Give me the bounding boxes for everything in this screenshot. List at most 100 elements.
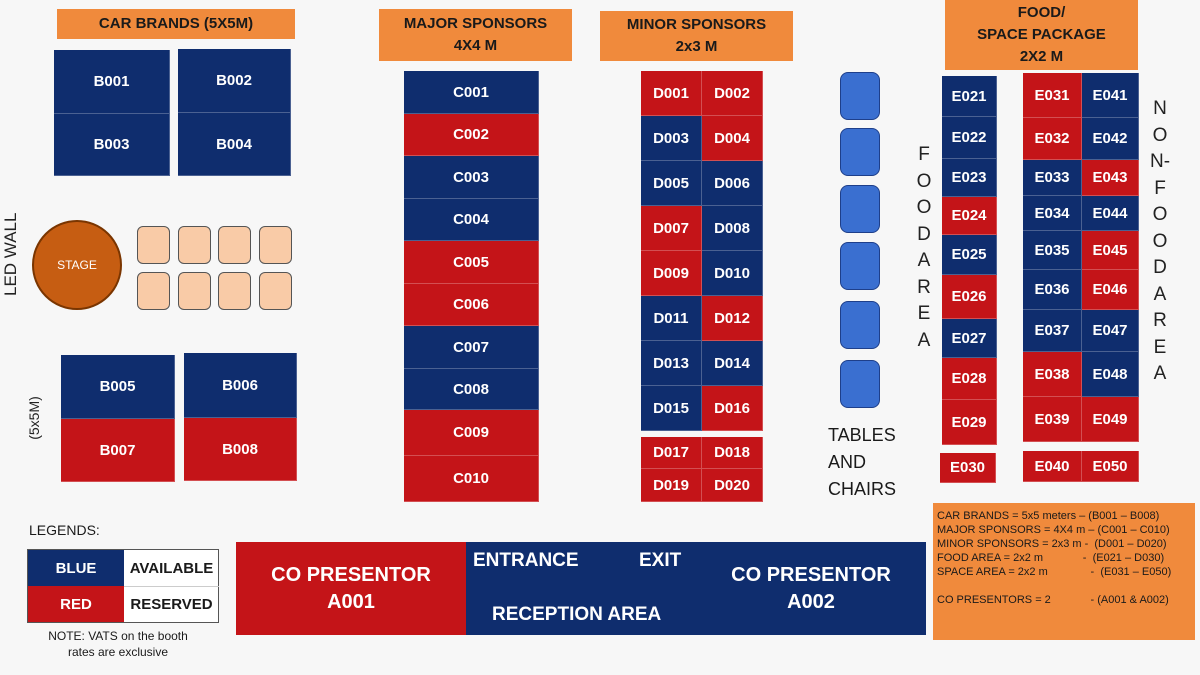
legend-blue-swatch: BLUE: [28, 550, 124, 586]
booth-e026[interactable]: E026: [942, 275, 997, 319]
booth-e037[interactable]: E037: [1023, 310, 1082, 352]
booth-d010[interactable]: D010: [702, 251, 763, 296]
booth-e034[interactable]: E034: [1023, 196, 1082, 231]
booth-c010[interactable]: C010: [404, 456, 539, 502]
food-area-label-text: FOOD AREA: [916, 144, 932, 351]
booth-e025[interactable]: E025: [942, 235, 997, 275]
booth-e023[interactable]: E023: [942, 159, 997, 197]
booth-d019[interactable]: D019: [641, 469, 702, 502]
booth-e032[interactable]: E032: [1023, 118, 1082, 160]
entrance-label: ENTRANCE: [473, 550, 579, 571]
major-sponsors-header-line2: 4X4 M: [453, 37, 498, 54]
co-presentor-a001-line1: CO PRESENTOR: [271, 563, 431, 586]
co-presentor-a001[interactable]: CO PRESENTOR A001: [236, 542, 466, 635]
seat: [178, 226, 211, 264]
booth-d002[interactable]: D002: [702, 71, 763, 116]
booth-d012[interactable]: D012: [702, 296, 763, 341]
booth-e042[interactable]: E042: [1082, 118, 1139, 160]
legend-title: LEGENDS:: [29, 522, 100, 538]
booth-c006[interactable]: C006: [404, 284, 539, 326]
booth-d016[interactable]: D016: [702, 386, 763, 431]
reception-label: RECEPTION AREA: [492, 604, 662, 625]
seat: [259, 272, 292, 310]
booth-e031[interactable]: E031: [1023, 73, 1082, 118]
booth-e030[interactable]: E030: [940, 453, 996, 483]
booth-b002[interactable]: B002: [178, 49, 291, 113]
note-line: MINOR SPONSORS = 2x3 m - (D001 – D020): [937, 538, 1167, 550]
booth-d020[interactable]: D020: [702, 469, 763, 502]
booth-e048[interactable]: E048: [1082, 352, 1139, 397]
booth-e028[interactable]: E028: [942, 358, 997, 400]
booth-e039[interactable]: E039: [1023, 397, 1082, 442]
booth-e021[interactable]: E021: [942, 76, 997, 117]
booth-d017[interactable]: D017: [641, 437, 702, 469]
legend-table: BLUE AVAILABLE RED RESERVED: [27, 549, 219, 623]
tables-label-line2: AND: [828, 452, 867, 472]
booth-e033[interactable]: E033: [1023, 160, 1082, 196]
food-space-header-line1: FOOD/: [1017, 4, 1066, 21]
booth-d008[interactable]: D008: [702, 206, 763, 251]
major-sponsors-header: MAJOR SPONSORS 4X4 M: [379, 9, 572, 61]
booth-c002[interactable]: C002: [404, 114, 539, 156]
minor-sponsors-block: D001 D002 D003 D004 D005 D006 D007 D008 …: [641, 71, 763, 431]
booth-d011[interactable]: D011: [641, 296, 702, 341]
booth-e040[interactable]: E040: [1023, 451, 1082, 482]
booth-c009[interactable]: C009: [404, 410, 539, 456]
booth-c005[interactable]: C005: [404, 241, 539, 284]
booth-e050[interactable]: E050: [1082, 451, 1139, 482]
major-sponsors-column: C001 C002 C003 C004 C005 C006 C007 C008 …: [404, 71, 539, 502]
booth-d005[interactable]: D005: [641, 161, 702, 206]
booth-b003[interactable]: B003: [54, 114, 170, 176]
minor-sponsors-header-line2: 2x3 M: [675, 38, 718, 55]
booth-c003[interactable]: C003: [404, 156, 539, 199]
booth-d015[interactable]: D015: [641, 386, 702, 431]
seat: [137, 272, 170, 310]
co-presentor-a002[interactable]: CO PRESENTOR A002: [696, 542, 926, 635]
booth-e027[interactable]: E027: [942, 319, 997, 358]
booth-c008[interactable]: C008: [404, 369, 539, 410]
booth-d007[interactable]: D007: [641, 206, 702, 251]
booth-e038[interactable]: E038: [1023, 352, 1082, 397]
booth-b007[interactable]: B007: [61, 419, 175, 482]
booth-b005[interactable]: B005: [61, 355, 175, 419]
booth-b001[interactable]: B001: [54, 50, 170, 114]
booth-e022[interactable]: E022: [942, 117, 997, 159]
booth-d003[interactable]: D003: [641, 116, 702, 161]
minor-sponsors-block-lower: D017 D018 D019 D020: [641, 437, 763, 502]
booth-c004[interactable]: C004: [404, 199, 539, 241]
food-space-header: FOOD/ SPACE PACKAGE 2X2 M: [945, 0, 1138, 70]
food-space-header-line2: SPACE PACKAGE: [977, 26, 1106, 43]
booth-d006[interactable]: D006: [702, 161, 763, 206]
booth-e047[interactable]: E047: [1082, 310, 1139, 352]
booth-d009[interactable]: D009: [641, 251, 702, 296]
booth-b004[interactable]: B004: [178, 113, 291, 176]
seat: [178, 272, 211, 310]
booth-e035[interactable]: E035: [1023, 231, 1082, 270]
legend-red-swatch: RED: [28, 586, 124, 622]
booth-b008[interactable]: B008: [184, 418, 297, 481]
booth-d004[interactable]: D004: [702, 116, 763, 161]
booth-e044[interactable]: E044: [1082, 196, 1139, 231]
booth-e036[interactable]: E036: [1023, 270, 1082, 310]
seat: [218, 272, 251, 310]
booth-d014[interactable]: D014: [702, 341, 763, 386]
booth-e041[interactable]: E041: [1082, 73, 1139, 118]
five-by-five-text: (5x5M): [26, 396, 42, 440]
booth-c001[interactable]: C001: [404, 71, 539, 114]
booth-d018[interactable]: D018: [702, 437, 763, 469]
booth-d013[interactable]: D013: [641, 341, 702, 386]
seat: [137, 226, 170, 264]
car-brands-header: CAR BRANDS (5X5M): [57, 9, 295, 39]
booth-e029[interactable]: E029: [942, 400, 997, 445]
booth-e043[interactable]: E043: [1082, 160, 1139, 196]
booth-e049[interactable]: E049: [1082, 397, 1139, 442]
booth-e045[interactable]: E045: [1082, 231, 1139, 270]
seat: [259, 226, 292, 264]
booth-e024[interactable]: E024: [942, 197, 997, 235]
note-line: CAR BRANDS = 5x5 meters – (B001 – B008): [937, 510, 1160, 522]
booth-e046[interactable]: E046: [1082, 270, 1139, 310]
booth-d001[interactable]: D001: [641, 71, 702, 116]
note-line: SPACE AREA = 2x2 m - (E031 – E050): [937, 566, 1172, 578]
booth-c007[interactable]: C007: [404, 326, 539, 369]
booth-b006[interactable]: B006: [184, 353, 297, 418]
